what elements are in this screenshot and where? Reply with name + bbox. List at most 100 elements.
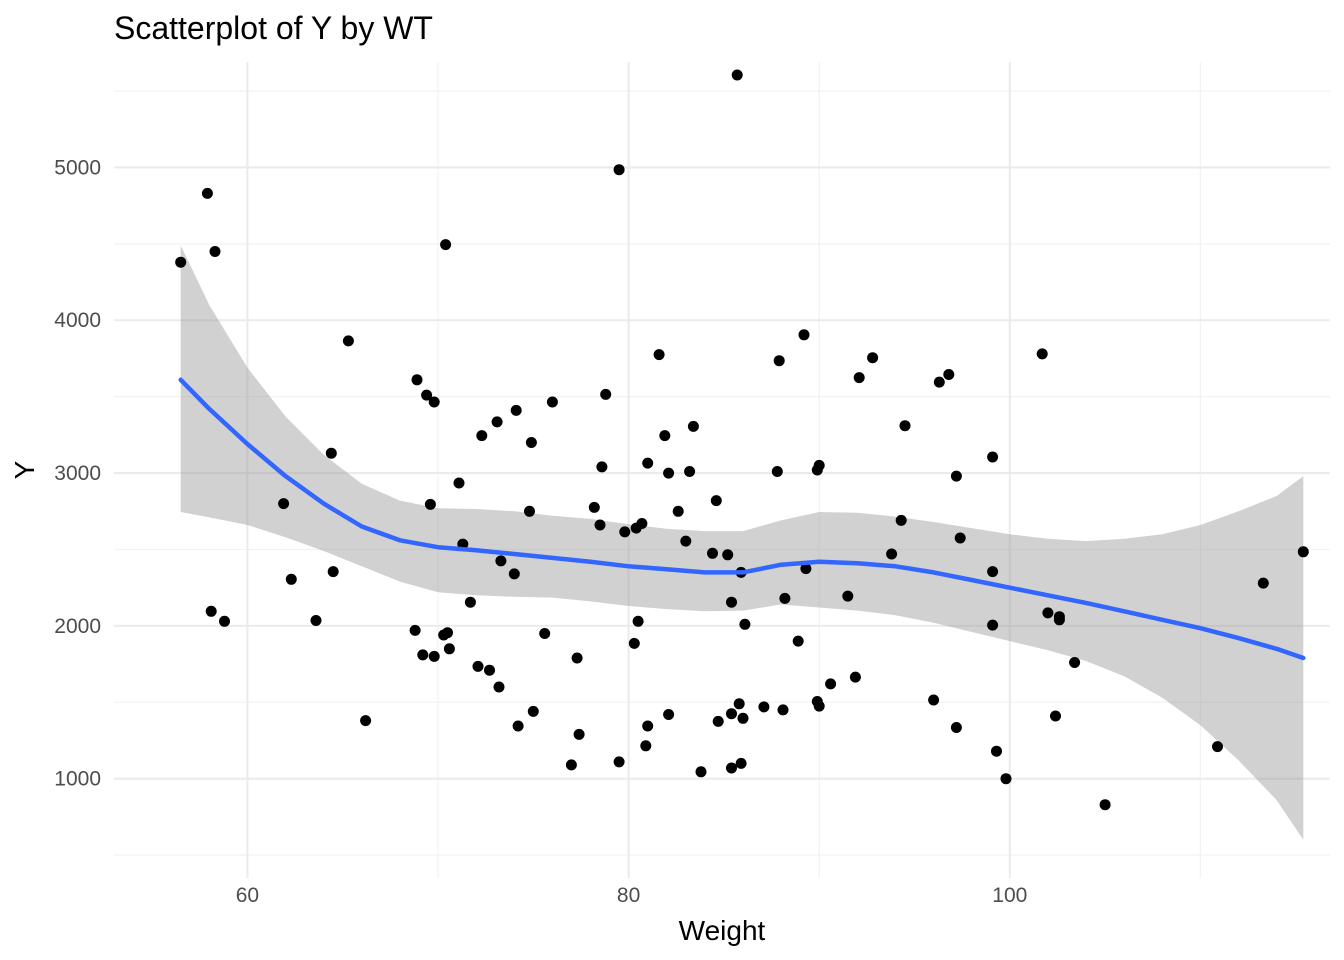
data-point	[777, 704, 789, 716]
data-point	[428, 396, 440, 408]
data-point	[421, 389, 433, 401]
data-point	[539, 628, 551, 639]
data-point	[409, 624, 421, 636]
data-point	[636, 518, 648, 529]
data-point	[1000, 773, 1012, 785]
x-axis-label: Weight	[679, 915, 766, 946]
data-point	[285, 573, 297, 585]
data-point	[600, 388, 612, 400]
data-point	[842, 590, 854, 602]
data-point	[792, 635, 804, 647]
data-point	[731, 69, 743, 81]
data-point	[565, 759, 577, 771]
data-point	[594, 519, 606, 531]
data-point	[950, 470, 962, 482]
confidence-band	[180, 245, 1304, 840]
data-points	[175, 69, 1309, 811]
data-point	[1053, 614, 1065, 626]
data-point	[928, 694, 940, 706]
data-point	[663, 467, 675, 479]
data-point	[707, 547, 718, 559]
data-point	[527, 705, 539, 717]
data-point	[886, 548, 898, 560]
data-point	[659, 430, 671, 442]
data-point	[632, 615, 644, 627]
data-point	[950, 722, 962, 733]
data-point	[771, 466, 783, 477]
data-point	[493, 681, 505, 693]
chart-title: Scatterplot of Y by WT	[114, 10, 433, 46]
data-point	[219, 615, 230, 627]
y-tick-label: 5000	[54, 156, 101, 179]
data-point	[613, 164, 625, 176]
data-point	[360, 715, 372, 727]
data-point	[739, 618, 751, 630]
data-point	[476, 430, 488, 442]
x-tick-label: 100	[992, 884, 1027, 907]
data-point	[442, 627, 453, 639]
data-point	[726, 708, 737, 720]
y-axis-label: Y	[9, 460, 40, 479]
data-point	[484, 664, 495, 676]
data-point	[867, 352, 879, 364]
data-point	[278, 498, 290, 510]
data-point	[417, 649, 429, 661]
data-point	[680, 535, 692, 547]
y-tick-label: 1000	[54, 768, 101, 791]
data-point	[573, 728, 585, 740]
x-axis-ticks: 60 80 100	[236, 884, 1028, 907]
data-point	[440, 239, 452, 251]
grid-lines	[114, 62, 1330, 878]
data-point	[464, 596, 476, 608]
data-point	[695, 766, 707, 778]
data-point	[849, 671, 861, 683]
data-point	[1069, 657, 1081, 668]
data-point	[453, 477, 465, 489]
data-point	[512, 720, 524, 732]
data-point	[201, 187, 213, 199]
data-point	[327, 566, 339, 578]
data-point	[524, 505, 535, 517]
data-point	[813, 459, 825, 471]
data-point	[672, 505, 684, 517]
data-point	[825, 678, 837, 690]
data-point	[1042, 607, 1054, 619]
data-point	[798, 329, 810, 341]
x-tick-label: 80	[617, 884, 640, 907]
data-point	[525, 437, 537, 448]
data-point	[588, 501, 600, 513]
data-point	[663, 709, 675, 720]
smooth-line	[178, 377, 1306, 661]
data-point	[735, 757, 747, 769]
data-point	[1257, 577, 1269, 589]
data-point	[653, 349, 665, 361]
data-point	[954, 532, 966, 544]
data-point	[991, 745, 1002, 757]
data-point	[628, 637, 640, 649]
data-point	[933, 376, 945, 388]
data-point	[687, 420, 699, 432]
data-point	[726, 596, 737, 608]
data-point	[684, 466, 696, 477]
data-point	[310, 615, 322, 626]
data-point	[510, 404, 522, 416]
data-point	[1099, 799, 1111, 811]
y-axis-ticks: 1000 2000 3000 4000 5000	[54, 156, 101, 790]
data-point	[758, 701, 770, 713]
data-point	[726, 762, 737, 774]
data-point	[642, 457, 654, 469]
data-point	[1297, 546, 1309, 558]
data-point	[899, 420, 911, 432]
data-point	[987, 451, 999, 463]
data-point	[712, 715, 724, 727]
data-point	[779, 592, 791, 604]
data-point	[175, 256, 187, 268]
data-point	[853, 372, 865, 384]
data-point	[737, 712, 749, 724]
data-point	[613, 756, 625, 768]
data-point	[1050, 710, 1061, 722]
data-point	[443, 643, 455, 655]
data-point	[640, 740, 652, 752]
data-point	[800, 563, 812, 575]
data-point	[571, 652, 583, 664]
